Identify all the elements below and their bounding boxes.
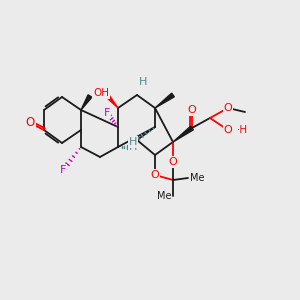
Polygon shape (155, 93, 174, 108)
Text: H: H (139, 77, 147, 87)
Polygon shape (81, 95, 92, 110)
Text: F: F (60, 165, 66, 175)
Text: O: O (188, 105, 196, 115)
Text: O: O (224, 125, 232, 135)
Text: F: F (104, 108, 110, 118)
Text: H: H (129, 137, 137, 147)
Polygon shape (103, 92, 118, 108)
Text: OH: OH (93, 88, 109, 98)
Text: H: H (129, 142, 137, 152)
Text: O: O (169, 157, 177, 167)
Polygon shape (173, 126, 193, 142)
Text: Me: Me (190, 173, 205, 183)
Text: O: O (26, 116, 34, 130)
Text: ·H: ·H (237, 125, 248, 135)
Text: O: O (224, 103, 232, 113)
Text: Me: Me (157, 191, 171, 201)
Text: O: O (151, 170, 159, 180)
